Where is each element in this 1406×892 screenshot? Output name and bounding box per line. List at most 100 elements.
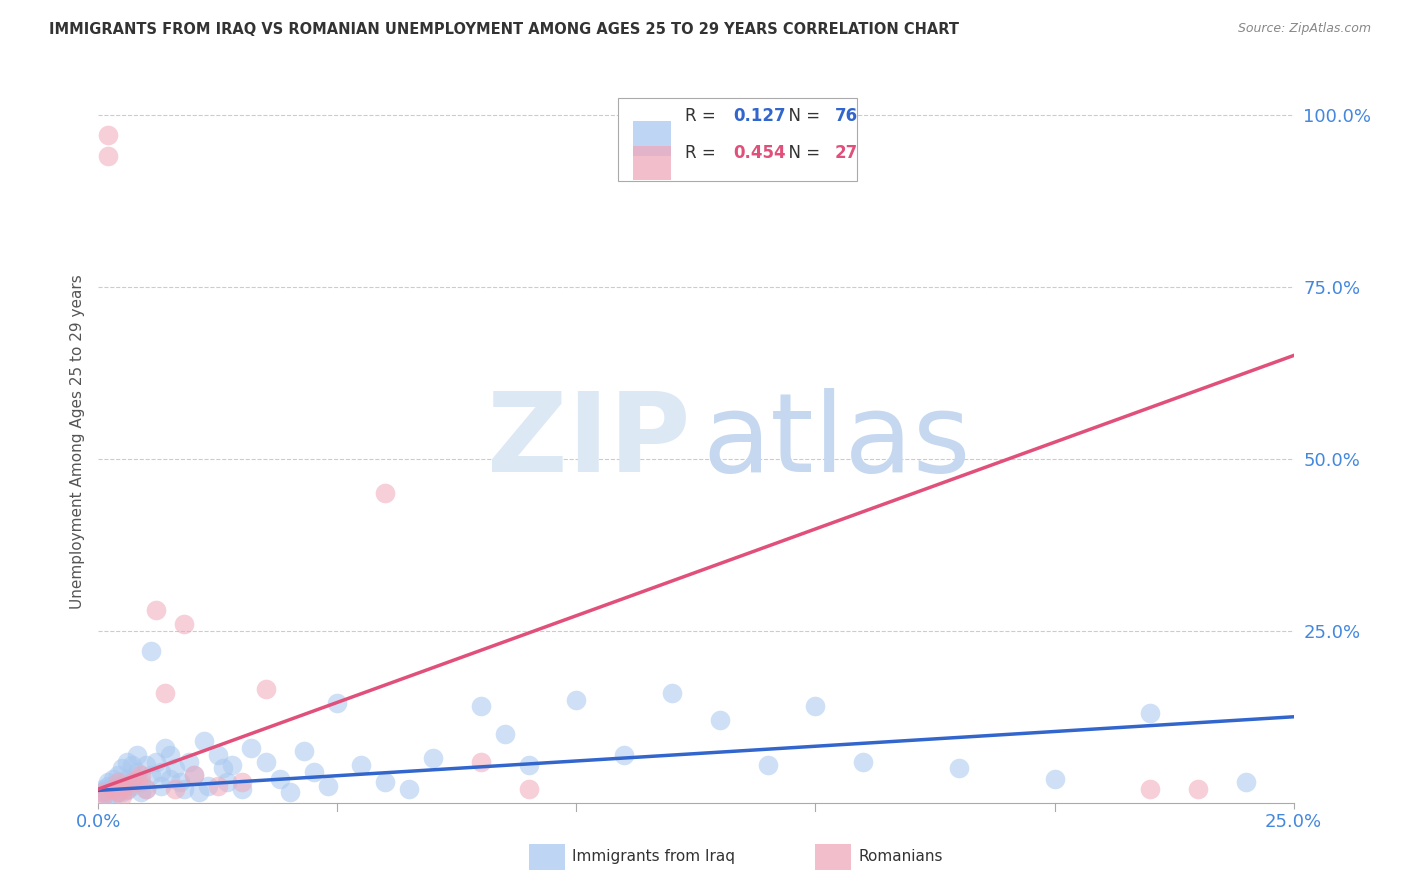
- Point: [179, 755, 201, 769]
- Point: [131, 768, 153, 782]
- Point: [115, 783, 138, 797]
- Point: [374, 486, 396, 500]
- Point: [613, 747, 636, 762]
- Point: [115, 755, 138, 769]
- Point: [101, 782, 124, 797]
- Point: [302, 764, 325, 779]
- Point: [470, 699, 492, 714]
- Point: [115, 782, 138, 797]
- Point: [565, 692, 588, 706]
- Text: atlas: atlas: [702, 388, 970, 495]
- Text: Romanians: Romanians: [859, 849, 943, 864]
- Text: 76: 76: [835, 107, 858, 126]
- Point: [139, 768, 162, 782]
- Point: [91, 782, 114, 797]
- Text: IMMIGRANTS FROM IRAQ VS ROMANIAN UNEMPLOYMENT AMONG AGES 25 TO 29 YEARS CORRELAT: IMMIGRANTS FROM IRAQ VS ROMANIAN UNEMPLO…: [49, 22, 959, 37]
- Point: [1187, 782, 1209, 797]
- Text: Source: ZipAtlas.com: Source: ZipAtlas.com: [1237, 22, 1371, 36]
- Point: [98, 780, 122, 795]
- Point: [155, 740, 177, 755]
- Point: [94, 783, 117, 797]
- Point: [97, 775, 120, 789]
- Point: [111, 761, 134, 775]
- FancyBboxPatch shape: [633, 145, 671, 180]
- Text: 0.127: 0.127: [733, 107, 786, 126]
- Point: [149, 764, 172, 779]
- Point: [135, 782, 157, 797]
- Point: [145, 755, 167, 769]
- Point: [278, 785, 301, 799]
- Point: [131, 785, 153, 799]
- Point: [107, 785, 129, 799]
- Point: [661, 686, 683, 700]
- Point: [804, 699, 827, 714]
- Point: [101, 783, 124, 797]
- Point: [159, 747, 181, 762]
- FancyBboxPatch shape: [619, 98, 858, 181]
- Point: [173, 616, 195, 631]
- Point: [292, 744, 315, 758]
- Point: [91, 785, 114, 799]
- Text: 27: 27: [835, 144, 858, 161]
- Point: [269, 772, 291, 786]
- Text: N =: N =: [779, 107, 825, 126]
- Point: [517, 758, 540, 772]
- Text: 0.454: 0.454: [733, 144, 786, 161]
- Point: [97, 788, 120, 802]
- Point: [1234, 775, 1257, 789]
- Point: [111, 785, 134, 799]
- Text: R =: R =: [685, 144, 721, 161]
- Point: [1139, 706, 1161, 721]
- Point: [139, 644, 162, 658]
- Point: [115, 772, 138, 786]
- Point: [183, 768, 205, 782]
- Point: [254, 755, 277, 769]
- Text: N =: N =: [779, 144, 825, 161]
- Text: R =: R =: [685, 107, 721, 126]
- Point: [709, 713, 731, 727]
- Point: [207, 779, 229, 793]
- Point: [90, 785, 112, 799]
- Point: [494, 727, 516, 741]
- Point: [221, 758, 243, 772]
- Point: [97, 779, 120, 793]
- Y-axis label: Unemployment Among Ages 25 to 29 years: Unemployment Among Ages 25 to 29 years: [69, 274, 84, 609]
- Point: [107, 768, 129, 782]
- Point: [155, 686, 177, 700]
- Point: [169, 775, 191, 789]
- Point: [97, 149, 120, 163]
- Point: [159, 772, 181, 786]
- Point: [316, 779, 339, 793]
- Point: [240, 740, 263, 755]
- Point: [852, 755, 875, 769]
- Text: ZIP: ZIP: [486, 388, 690, 495]
- Point: [197, 779, 219, 793]
- Point: [163, 761, 186, 775]
- Point: [211, 761, 233, 775]
- Point: [145, 603, 167, 617]
- Point: [193, 734, 215, 748]
- Point: [135, 782, 157, 797]
- Point: [517, 782, 540, 797]
- Point: [121, 758, 143, 772]
- Point: [107, 775, 129, 789]
- Point: [125, 772, 148, 786]
- Point: [398, 782, 420, 797]
- Point: [183, 768, 205, 782]
- Point: [326, 696, 349, 710]
- Point: [121, 779, 143, 793]
- FancyBboxPatch shape: [633, 121, 671, 155]
- Point: [350, 758, 373, 772]
- Point: [1139, 782, 1161, 797]
- Point: [173, 782, 195, 797]
- Point: [948, 761, 970, 775]
- Point: [374, 775, 396, 789]
- Point: [125, 747, 148, 762]
- Point: [107, 779, 129, 793]
- Point: [135, 758, 157, 772]
- Point: [756, 758, 779, 772]
- Point: [422, 751, 444, 765]
- Point: [231, 775, 253, 789]
- FancyBboxPatch shape: [815, 844, 852, 870]
- Point: [111, 789, 134, 803]
